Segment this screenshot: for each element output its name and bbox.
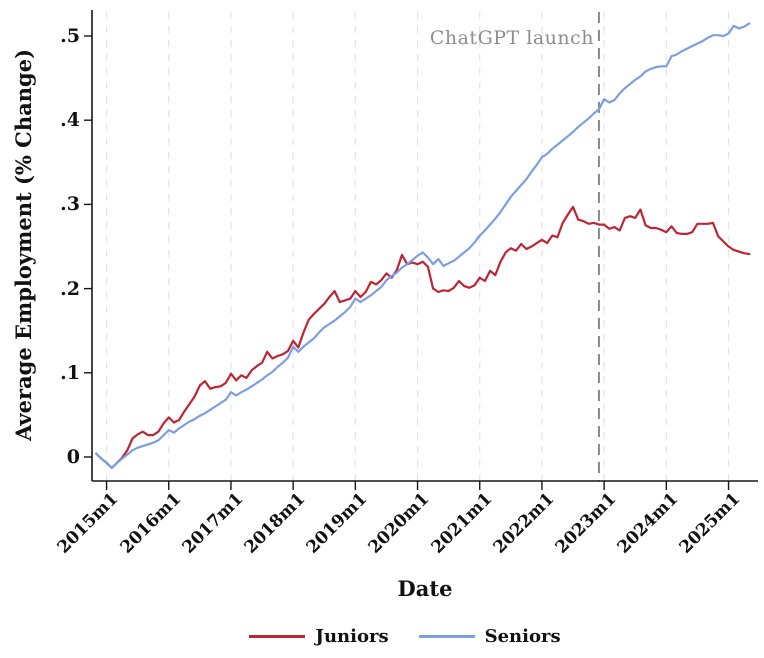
y-tick-label: .2	[60, 277, 80, 300]
y-tick-label: .5	[60, 25, 80, 47]
seniors-series-line	[95, 22, 751, 469]
y-tick-label: .1	[60, 361, 80, 384]
legend-item-seniors: Seniors	[418, 626, 561, 647]
y-axis-title: Average Employment (% Change)	[11, 48, 36, 442]
y-tick-label: 0	[66, 446, 80, 468]
legend-item-juniors: Juniors	[249, 626, 389, 647]
juniors-line-swatch	[249, 635, 306, 638]
x-axis-title: Date	[397, 576, 453, 601]
legend-label-seniors: Seniors	[484, 626, 561, 647]
seniors-line-swatch	[418, 635, 475, 638]
y-tick-label: .4	[60, 109, 80, 132]
legend: Juniors Seniors	[23, 626, 764, 647]
juniors-series-line	[95, 205, 751, 469]
legend-label-juniors: Juniors	[315, 626, 389, 647]
chatgpt-launch-annotation: ChatGPT launch	[429, 27, 594, 49]
y-tick-label: .3	[60, 193, 80, 216]
